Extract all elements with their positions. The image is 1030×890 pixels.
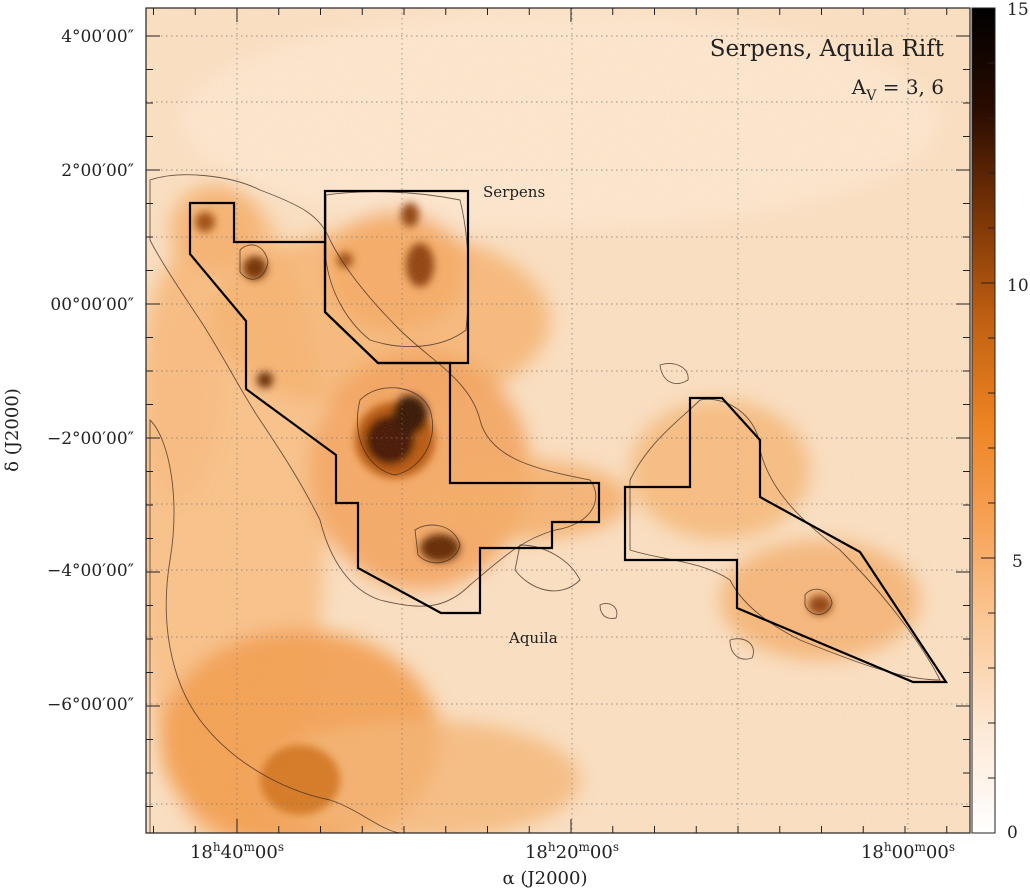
colorbar-tick-label: 15 — [1007, 0, 1029, 20]
region-outlines — [188, 189, 949, 684]
region-label-serpens: Serpens — [483, 183, 545, 201]
aquila-region-outline — [188, 201, 601, 615]
colorbar-tick-label: 5 — [1012, 552, 1023, 572]
x-axis-label: α (J2000) — [503, 868, 588, 889]
contour-lines — [149, 174, 941, 833]
aquila-east-region-outline — [623, 396, 949, 684]
y-tick-label: −4°00′00″ — [47, 561, 134, 581]
region-label-aquila: Aquila — [508, 629, 558, 647]
extinction-map-image — [146, 8, 970, 833]
colorbar: 15 10 5 0 — [971, 0, 1029, 843]
y-tick-label: 4°00′00″ — [61, 27, 134, 47]
x-tick-label: 18h00m00s — [861, 840, 955, 863]
y-tick-labels: 4°00′00″ 2°00′00″ 00°00′00″ −2°00′00″ −4… — [47, 27, 134, 715]
plot-frame — [145, 7, 971, 834]
figure-title: Serpens, Aquila Rift — [710, 36, 945, 62]
x-tick-labels: 18h40m00s 18h20m00s 18h00m00s — [190, 840, 955, 863]
colorbar-tick-label: 0 — [1007, 823, 1018, 843]
y-tick-label: −2°00′00″ — [47, 429, 134, 449]
noise-texture — [146, 8, 970, 833]
y-axis-label: δ (J2000) — [2, 388, 23, 472]
colorbar-tick-label: 10 — [1007, 276, 1029, 296]
colorbar-ticks — [981, 7, 995, 834]
y-tick-label: −6°00′00″ — [47, 695, 134, 715]
contour-levels-label: AV = 3, 6 — [851, 75, 944, 104]
colorbar-scale — [972, 8, 995, 833]
y-tick-label: 2°00′00″ — [61, 161, 134, 181]
x-tick-label: 18h20m00s — [525, 840, 619, 863]
x-tick-label: 18h40m00s — [190, 840, 284, 863]
y-tick-label: 00°00′00″ — [50, 295, 134, 315]
axis-ticks — [146, 8, 970, 833]
